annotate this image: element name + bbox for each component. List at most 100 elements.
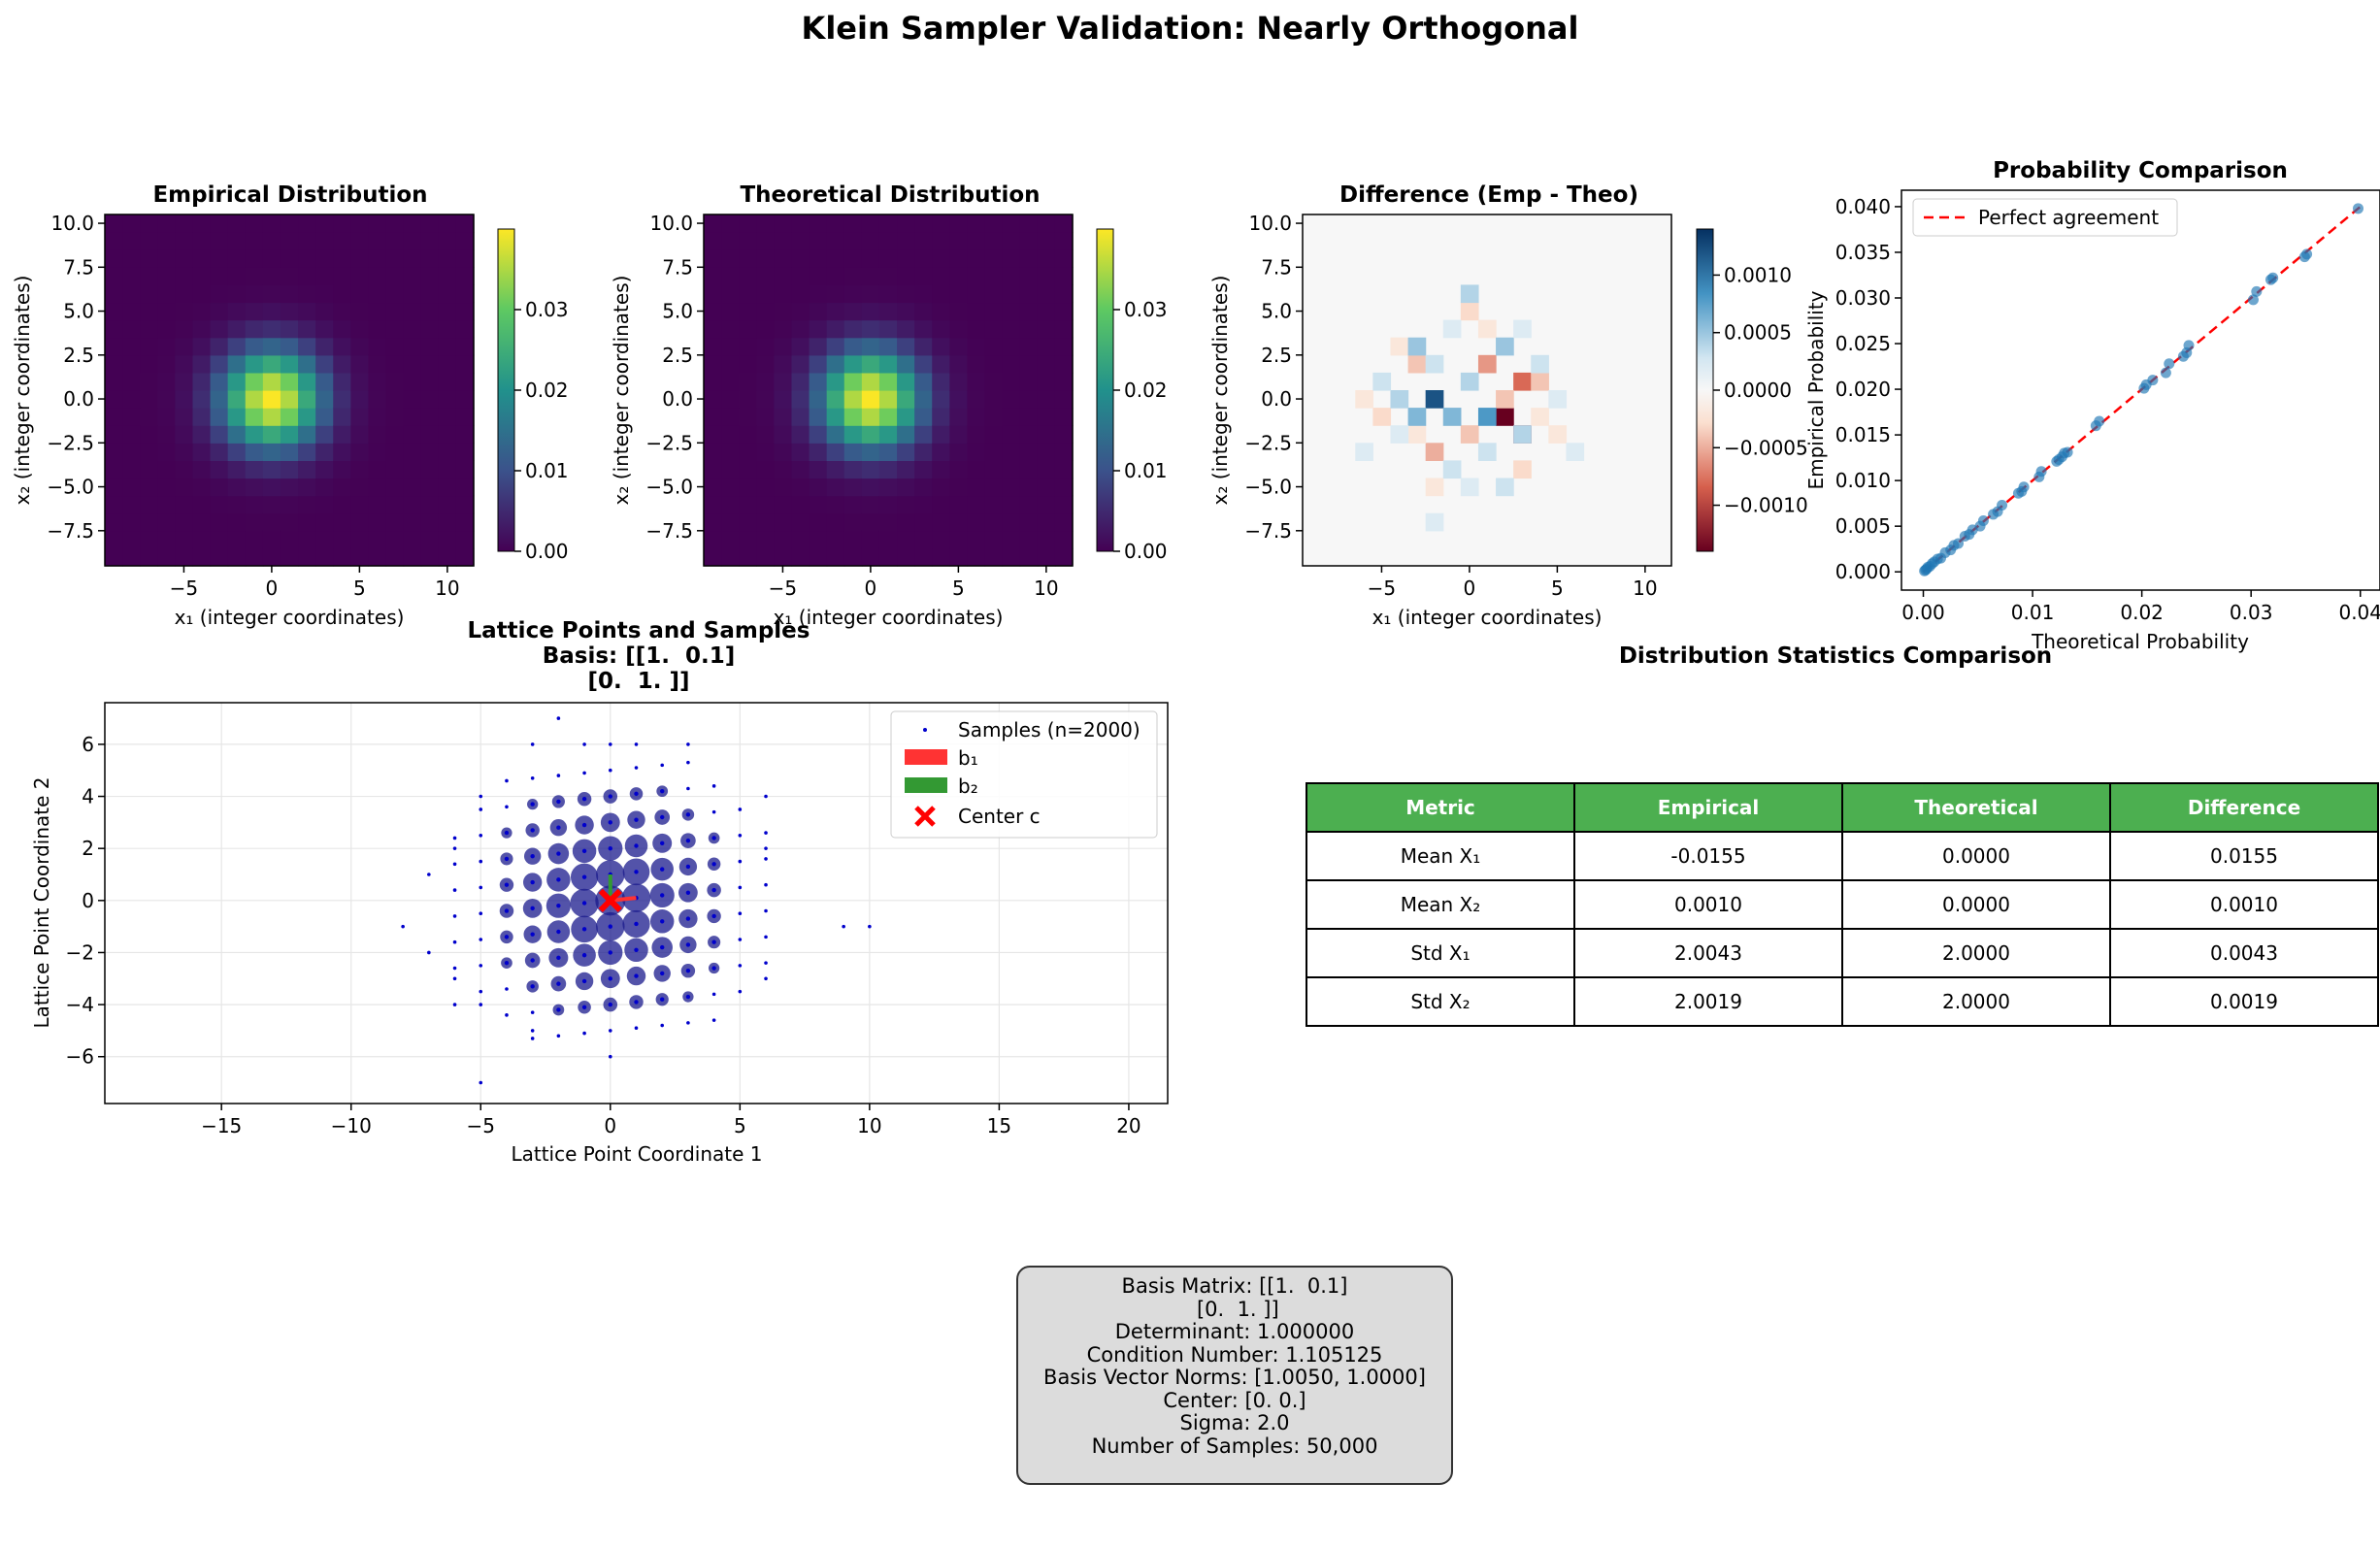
difference-cell	[1531, 372, 1549, 391]
empirical-cell	[245, 232, 264, 250]
empirical-cell	[455, 390, 475, 409]
y-tick-label: 10.0	[1248, 212, 1292, 235]
sample-point	[556, 799, 561, 805]
theoretical-cell	[967, 478, 986, 497]
empirical-cell	[157, 443, 176, 461]
empirical-cell	[140, 425, 158, 444]
theoretical-cells	[704, 214, 1074, 567]
theoretical-cell	[721, 284, 740, 304]
prob-y-tick-label: 0.010	[1835, 469, 1891, 492]
theoretical-cell	[809, 372, 828, 391]
difference-cell	[1513, 460, 1532, 479]
theoretical-cell	[1054, 249, 1074, 268]
y-tick-label: 2.5	[63, 344, 94, 367]
empirical-cell	[280, 443, 299, 461]
prob-point	[1988, 509, 2000, 520]
sample-point	[608, 845, 612, 851]
empirical-cell	[333, 512, 351, 532]
theoretical-cell	[1002, 302, 1021, 321]
y-tick-label: −7.5	[645, 519, 693, 543]
empirical-cell	[210, 319, 229, 339]
colorbar-tick-label: 0.02	[1124, 379, 1168, 402]
colorbar-tick-label: −0.0005	[1724, 436, 1808, 459]
empirical-cell	[333, 547, 351, 567]
theoretical-cell	[949, 495, 969, 514]
empirical-cell	[262, 425, 281, 444]
sample-point	[479, 911, 483, 916]
lattice-frame	[104, 702, 1169, 1104]
empirical-cell	[420, 284, 440, 304]
sample-point	[764, 961, 768, 965]
theoretical-cell	[739, 337, 757, 356]
theoretical-cell	[914, 530, 933, 549]
empirical-cell	[298, 267, 316, 285]
prob-point	[2264, 274, 2276, 285]
theoretical-cell	[774, 284, 793, 304]
sample-point	[764, 935, 768, 939]
empirical-cell	[333, 319, 351, 339]
theoretical-cell	[914, 547, 933, 567]
empirical-cell	[210, 337, 229, 356]
empirical-cell	[175, 214, 194, 233]
empirical-cell	[210, 512, 229, 532]
legend-samples-marker	[923, 728, 927, 732]
theoretical-cell	[791, 443, 810, 461]
theoretical-cell	[704, 443, 722, 461]
theoretical-cell	[914, 337, 933, 356]
theoretical-cell	[809, 232, 828, 250]
theoretical-cell	[756, 547, 775, 567]
empirical-cell	[157, 337, 176, 356]
theoretical-cell	[1054, 408, 1074, 426]
theoretical-cell	[826, 443, 845, 461]
header-metric: Metric	[1306, 782, 1575, 833]
theoretical-cell	[704, 408, 722, 426]
theoretical-cell	[1054, 530, 1074, 549]
empirical-cell	[227, 214, 247, 233]
theoretical-cell	[721, 319, 740, 339]
theoretical-cell	[826, 337, 845, 356]
prob-y-tick-label: 0.015	[1835, 423, 1891, 446]
x-tick-label: −5	[769, 577, 797, 600]
difference-cell	[1372, 372, 1392, 391]
empirical-cell	[385, 460, 405, 479]
empirical-cell	[140, 547, 158, 567]
theoretical-cell	[843, 302, 863, 321]
empirical-cell	[192, 390, 212, 409]
theoretical-cell	[756, 267, 775, 285]
prob-point	[2352, 203, 2363, 214]
theoretical-cell	[843, 319, 863, 339]
sample-point	[530, 802, 535, 807]
empirical-cell	[227, 495, 247, 514]
theoretical-cell	[704, 284, 722, 304]
empirical-cell	[140, 267, 158, 285]
empirical-cell	[420, 372, 440, 391]
sample-point	[686, 760, 690, 765]
theoretical-cell	[1019, 319, 1039, 339]
sample-point	[685, 994, 691, 1000]
theoretical-cell	[756, 284, 775, 304]
empirical-cell	[192, 425, 212, 444]
empirical-cell	[385, 547, 405, 567]
theoretical-cell	[932, 249, 950, 268]
prob-point	[2164, 358, 2175, 370]
legend-b1-marker	[905, 749, 947, 765]
theoretical-cell	[984, 460, 1004, 479]
sample-point	[608, 950, 612, 955]
empirical-cell	[245, 390, 264, 409]
theoretical-colorbar	[1096, 228, 1114, 552]
sample-point	[556, 981, 561, 986]
theoretical-cell	[721, 478, 740, 497]
empirical-cell	[210, 425, 229, 444]
theoretical-cell	[949, 337, 969, 356]
theoretical-cell	[704, 302, 722, 321]
theoretical-cell	[704, 495, 722, 514]
prob-legend-label: Perfect agreement	[1978, 206, 2159, 229]
table-row: Mean X₂ 0.0010 0.0000 0.0010	[1306, 879, 2379, 930]
theoretical-cell	[791, 337, 810, 356]
empirical-cell	[175, 495, 194, 514]
theoretical-cell	[967, 302, 986, 321]
theoretical-cell	[756, 354, 775, 374]
empirical-cell	[280, 408, 299, 426]
theoretical-cell	[967, 249, 986, 268]
sample-point	[530, 742, 535, 746]
